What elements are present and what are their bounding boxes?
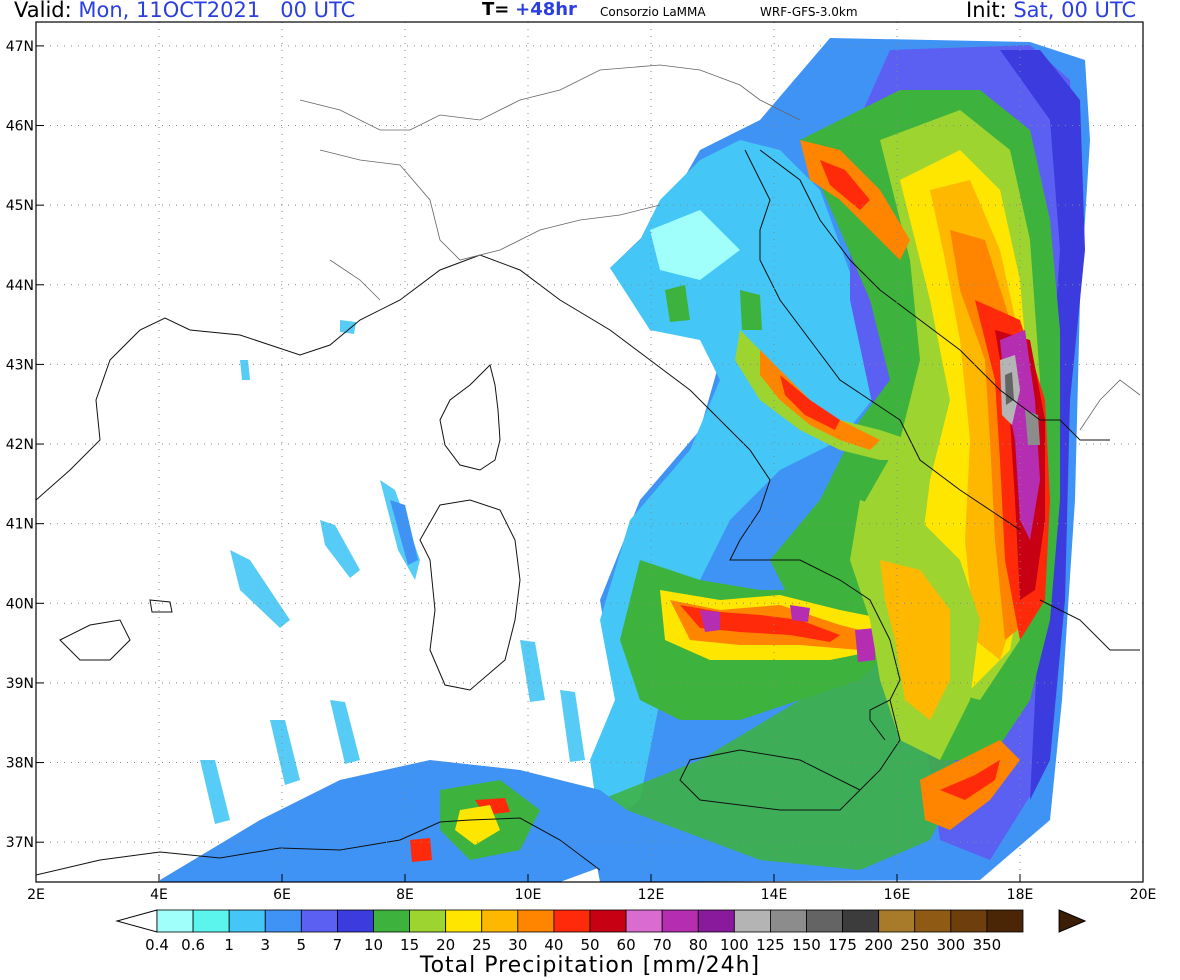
colorbar-level-label: 0.6 — [181, 936, 206, 954]
model-label: WRF-GFS-3.0km — [760, 5, 858, 19]
colorbar-swatch — [373, 909, 410, 933]
gridlines — [36, 22, 1143, 882]
lat-label: 38N — [6, 756, 34, 772]
lead-value: +48hr — [515, 0, 577, 20]
colorbar-swatch — [950, 909, 988, 933]
colorbar-level-label: 10 — [363, 936, 384, 954]
lat-label: 45N — [6, 198, 34, 214]
precipitation-field — [160, 38, 1090, 882]
valid-label: Valid: — [14, 0, 72, 22]
colorbar-swatch — [228, 909, 266, 933]
colorbar-level-label: 250 — [900, 936, 930, 954]
colorbar-level-label: 200 — [864, 936, 893, 954]
colorbar-level-label: 15 — [400, 936, 420, 954]
axis-ticks: 47N 46N 45N 44N 43N 42N 41N 40N 39N 38N 37N 2E 4E 6E 8… — [6, 39, 1157, 903]
lat-label: 37N — [6, 835, 34, 851]
lon-label: 18E — [1007, 887, 1034, 903]
colorbar-level-label: 5 — [296, 936, 307, 954]
lon-label: 4E — [150, 887, 168, 903]
colorbar-title: Total Precipitation [mm/24h] — [419, 953, 761, 978]
lon-label: 20E — [1130, 887, 1157, 903]
lon-label: 8E — [396, 887, 414, 903]
colorbar-level-label: 175 — [828, 936, 857, 954]
colorbar — [115, 909, 1087, 933]
valid-value: Mon, 11OCT2021 00 UTC — [78, 0, 356, 22]
lead-time: T= +48hr — [482, 0, 577, 20]
colorbar-level-label: 60 — [616, 936, 636, 954]
lat-label: 44N — [6, 278, 34, 294]
lat-label: 40N — [6, 596, 34, 612]
colorbar-swatch — [445, 909, 483, 933]
colorbar-level-label: 100 — [720, 936, 749, 954]
colorbar-swatch — [842, 909, 880, 933]
lon-label: 2E — [27, 887, 45, 903]
colorbar-level-label: 0.4 — [145, 936, 169, 954]
colorbar-swatch — [914, 909, 952, 933]
colorbar-swatch — [300, 909, 338, 933]
source-label: Consorzio LaMMA — [600, 5, 706, 19]
colorbar-swatch — [589, 909, 627, 933]
init-label: Init: — [966, 0, 1007, 22]
colorbar-level-label: 350 — [972, 936, 1002, 954]
colorbar-level-label: 70 — [652, 936, 672, 954]
colorbar-swatch — [264, 909, 302, 933]
colorbar-level-label: 40 — [544, 936, 564, 954]
colorbar-swatch — [661, 909, 699, 933]
colorbar-swatch — [409, 909, 447, 933]
colorbar-level-label: 50 — [580, 936, 600, 954]
colorbar-level-label: 1 — [224, 936, 234, 954]
colorbar-swatch — [878, 909, 916, 933]
colorbar-swatch — [806, 909, 843, 933]
lat-label: 43N — [6, 357, 34, 373]
lat-label: 41N — [6, 517, 34, 533]
colorbar-swatch — [986, 909, 1024, 933]
lat-label: 47N — [6, 39, 34, 55]
lon-label: 10E — [515, 887, 542, 903]
colorbar-level-label: 3 — [260, 936, 271, 954]
colorbar-level-label: 80 — [688, 936, 708, 954]
colorbar-swatch — [625, 909, 663, 933]
colorbar-swatch — [553, 909, 591, 933]
coastlines — [36, 64, 1141, 876]
lon-label: 12E — [638, 887, 665, 903]
init-time: Init: Sat, 00 UTC — [966, 0, 1136, 22]
colorbar-swatch — [697, 909, 735, 933]
colorbar-swatch — [770, 909, 807, 933]
colorbar-under-arrow — [115, 909, 158, 933]
lon-label: 6E — [273, 887, 291, 903]
lat-label: 46N — [6, 119, 34, 135]
colorbar-level-label: 25 — [472, 936, 492, 954]
colorbar-level-label: 125 — [756, 936, 785, 954]
colorbar-level-label: 20 — [436, 936, 456, 954]
lon-label: 16E — [884, 887, 911, 903]
colorbar-swatch — [517, 909, 555, 933]
colorbar-swatch — [156, 909, 194, 933]
valid-time: Valid: Mon, 11OCT2021 00 UTC — [14, 0, 355, 22]
lead-label: T= — [482, 0, 510, 20]
colorbar-over-arrow — [1058, 909, 1087, 933]
colorbar-swatch — [192, 909, 230, 933]
colorbar-level-label: 7 — [332, 936, 343, 954]
colorbar-level-label: 30 — [508, 936, 528, 954]
map-frame — [35, 21, 1144, 883]
colorbar-level-label: 300 — [936, 936, 966, 954]
colorbar-swatch — [733, 909, 771, 933]
init-value: Sat, 00 UTC — [1013, 0, 1137, 22]
lat-label: 42N — [6, 437, 34, 453]
colorbar-level-label: 150 — [792, 936, 821, 954]
lat-label: 39N — [6, 676, 34, 692]
colorbar-swatch — [481, 909, 519, 933]
colorbar-swatch — [337, 909, 374, 933]
lon-label: 14E — [761, 887, 788, 903]
